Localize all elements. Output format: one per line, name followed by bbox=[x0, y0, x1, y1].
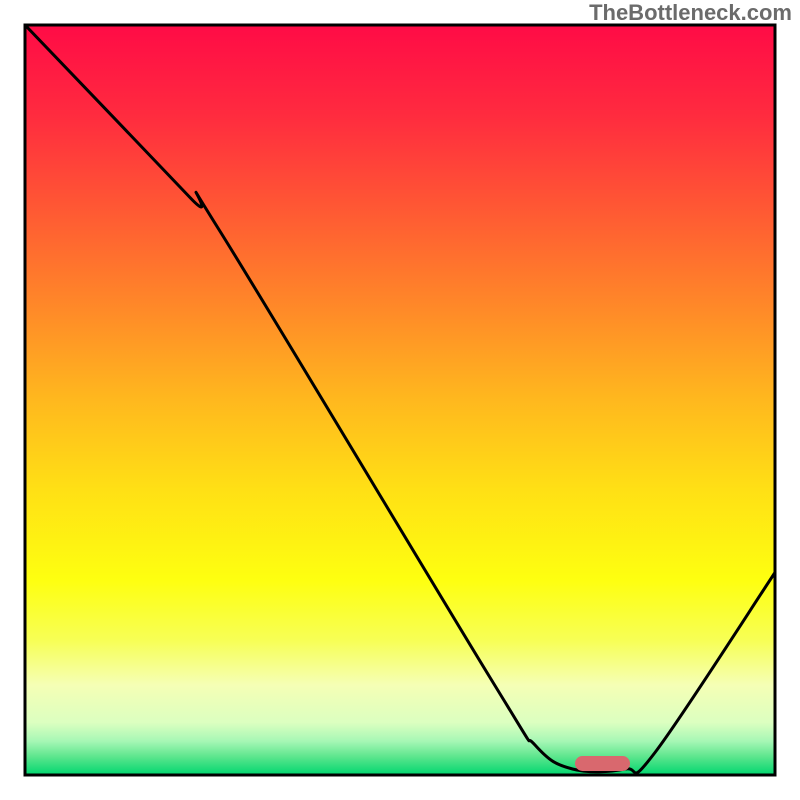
chart-svg bbox=[0, 0, 800, 800]
gradient-background bbox=[25, 25, 775, 775]
bottleneck-chart: TheBottleneck.com bbox=[0, 0, 800, 800]
watermark-text: TheBottleneck.com bbox=[589, 0, 792, 26]
optimal-marker bbox=[575, 756, 630, 771]
